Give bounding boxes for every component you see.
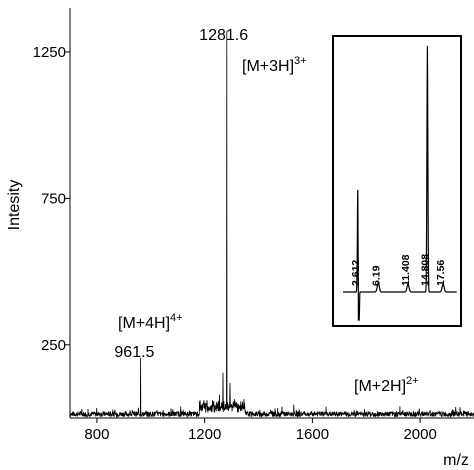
y-tick-label: 250: [41, 337, 66, 354]
annotation-m2h-base: [M+2H]: [354, 378, 406, 395]
y-tick-label: 750: [41, 190, 66, 207]
annotation-m4h-base: [M+4H]: [118, 315, 170, 332]
spectrum-line: [69, 31, 474, 419]
x-tick-label: 800: [84, 426, 109, 443]
annotation-m4h-charge: 4+: [170, 312, 183, 324]
x-axis-label: m/z: [443, 452, 469, 469]
peak-label-1281: 1281.6: [199, 27, 248, 44]
annotation-m4h: [M+4H]4+: [118, 312, 183, 332]
inset-peak-label: 2.612: [350, 260, 362, 286]
inset-peak-label: 6.19: [370, 265, 382, 286]
inset-peak-label: 17.56: [435, 260, 447, 286]
main-labels: 1281.6 [M+3H]3+ [M+4H]4+ 961.5 [M+2H]2+: [114, 27, 418, 395]
inset-trace: [343, 46, 457, 321]
y-axis-label: Intesity: [6, 180, 23, 231]
main-axes: 800 1200 1600 2000 250 750 1250 m/z Intesity: [6, 8, 474, 469]
x-tick-label: 1200: [188, 426, 221, 443]
x-tick-label: 1600: [296, 426, 329, 443]
peak-label-961: 961.5: [114, 344, 154, 361]
annotation-m2h-charge: 2+: [406, 375, 419, 387]
inset-chromatogram: 2.612 6.19 11.408 14.808 17.56: [332, 35, 462, 327]
spectrum-series: [69, 31, 474, 419]
inset-frame: [332, 35, 462, 327]
annotation-m3h: [M+3H]3+: [242, 55, 307, 75]
inset-peak-label: 11.408: [400, 254, 412, 286]
inset-peak-label: 14.808: [419, 254, 431, 286]
y-tick-label: 1250: [33, 44, 66, 61]
annotation-m3h-base: [M+3H]: [242, 58, 294, 75]
x-tick-label: 2000: [403, 426, 436, 443]
annotation-m2h: [M+2H]2+: [354, 375, 419, 395]
annotation-m3h-charge: 3+: [294, 55, 307, 67]
